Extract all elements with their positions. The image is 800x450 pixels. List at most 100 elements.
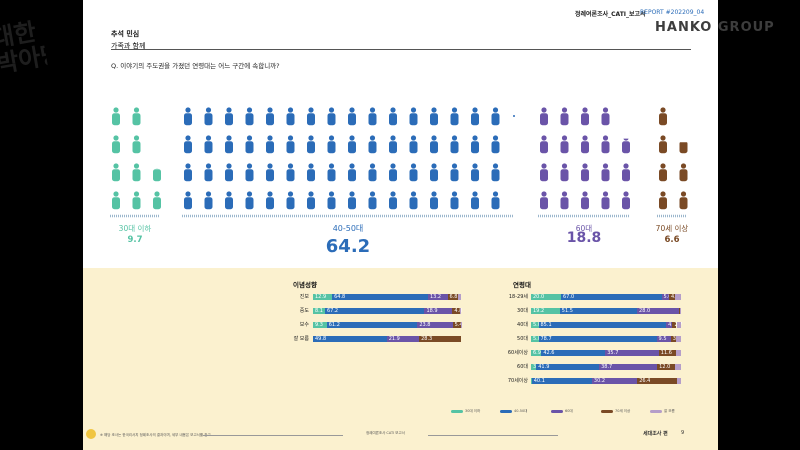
bar-segment: 11.6 xyxy=(658,350,677,356)
person-icon xyxy=(389,191,397,210)
person-icon xyxy=(409,135,418,154)
bar-value-label: 21.9 xyxy=(388,336,400,342)
person-icon xyxy=(132,107,141,126)
bar-row-label: 중도 xyxy=(299,308,309,314)
footer-right-title: 세대조사 편 xyxy=(643,431,668,437)
bar-segment: 30.2 xyxy=(591,378,638,384)
group-value: 9.7 xyxy=(127,235,142,245)
person-icon xyxy=(286,135,295,154)
bar-row-label: 보수 xyxy=(299,322,309,328)
group-label: 30대 이하 xyxy=(119,223,152,233)
footer-rule-right xyxy=(428,435,558,436)
bar-value-label: 5.4 xyxy=(454,322,463,328)
bar-value-label: 28.0 xyxy=(639,308,651,314)
bar-segment: 38.7 xyxy=(599,364,658,370)
person-icon xyxy=(659,163,667,182)
person-icon xyxy=(307,191,315,210)
bar-segment xyxy=(679,308,681,314)
footer-rule-left xyxy=(203,435,343,436)
bar-segment: 67.2 xyxy=(324,308,425,314)
bar-segment: 42.6 xyxy=(541,350,606,356)
legend-label: 40-50대 xyxy=(514,409,528,413)
bar-row-label: 잘 모름 xyxy=(293,336,309,342)
report-code: REPORT #202209_04 xyxy=(640,9,705,16)
bar-value-label: 41.9 xyxy=(538,364,550,370)
bar-segment: 4.0 xyxy=(669,294,679,300)
bar-segment xyxy=(676,350,681,356)
bar-segment: 5.4 xyxy=(452,322,463,328)
person-icon xyxy=(132,135,141,154)
group-label: 40-50대 xyxy=(333,224,364,233)
bar-value-label: 78.7 xyxy=(540,336,552,342)
person-icon xyxy=(286,107,295,126)
bar-segment: 19.2 xyxy=(531,308,560,314)
person-icon xyxy=(491,163,500,182)
person-icon xyxy=(581,191,589,210)
legend-label: 잘 모름 xyxy=(664,409,675,413)
person-icon xyxy=(225,163,233,182)
bar-value-label: 19.2 xyxy=(533,308,545,314)
bar-segment xyxy=(675,336,681,342)
person-icon xyxy=(286,191,295,210)
bar-segment: 78.7 xyxy=(538,336,657,342)
person-icon xyxy=(132,163,141,182)
brand-logo-left-mark: 대한 박아당 xyxy=(0,18,65,79)
bar-value-label: 12.9 xyxy=(315,294,327,300)
title-divider xyxy=(111,49,691,50)
question-text: Q. 이야기의 주도권을 가졌던 연령대는 어느 구간에 속합니까? xyxy=(111,62,280,70)
bar-segment: 85.1 xyxy=(538,322,667,328)
person-icon xyxy=(471,191,479,210)
person-icon xyxy=(348,107,356,126)
bar-row-label: 60세이상 xyxy=(507,350,528,356)
person-icon xyxy=(204,191,213,210)
legend-swatch xyxy=(451,410,463,413)
person-icon xyxy=(225,191,233,210)
bar-value-label: 9.5 xyxy=(658,336,667,342)
report-name: 정례여론조사_CATI_보고서 xyxy=(575,11,646,18)
bar-segment: 4.8 xyxy=(452,308,462,314)
person-icon xyxy=(184,107,192,126)
person-icon xyxy=(540,191,548,210)
bar-segment: 6.9 xyxy=(531,350,542,356)
person-icon xyxy=(327,191,336,210)
person-icon xyxy=(450,107,459,126)
person-icon xyxy=(540,163,548,182)
person-icon xyxy=(184,191,192,210)
person-icon xyxy=(622,138,630,154)
sun-icon xyxy=(86,429,96,439)
person-icon xyxy=(581,163,589,182)
person-icon xyxy=(112,191,120,210)
person-icon xyxy=(266,107,274,126)
person-icon xyxy=(307,163,315,182)
person-icon xyxy=(225,107,233,126)
bar-segment: 61.2 xyxy=(326,322,418,328)
bar-segment: 23.8 xyxy=(417,322,453,328)
bar-segment xyxy=(676,322,681,328)
bar-segment: 41.9 xyxy=(536,364,600,370)
person-icon xyxy=(560,135,569,154)
person-icon xyxy=(245,135,254,154)
bar-segment: 5.0 xyxy=(531,336,541,342)
bar-value-label: 23.8 xyxy=(419,322,431,328)
report-page: 정례여론조사_CATI_보고서 REPORT #202209_04 추석 민심 … xyxy=(83,0,718,450)
person-icon xyxy=(581,135,589,154)
brand-logo-left: 대한 박아당 xyxy=(0,11,65,86)
bar-value-label: 64.8 xyxy=(334,294,346,300)
bar-value-label: 8.1 xyxy=(315,308,323,314)
brand-logo-right: HANKO GROUP xyxy=(655,20,775,35)
person-icon xyxy=(581,107,589,126)
person-icon xyxy=(491,135,500,154)
person-icon xyxy=(112,107,120,126)
person-icon xyxy=(204,135,213,154)
bar-value-label: 35.7 xyxy=(607,350,619,356)
bar-segment: 4.2 xyxy=(666,322,676,328)
bar-value-label: 40.1 xyxy=(533,378,545,384)
person-icon xyxy=(471,135,479,154)
bar-segment: 6.8 xyxy=(447,294,458,300)
person-icon xyxy=(225,135,233,154)
age-chart-title: 연령대 xyxy=(513,281,531,289)
footer-center: 정례여론조사 CATI 보고서 xyxy=(366,431,405,435)
person-icon xyxy=(622,191,630,210)
person-icon xyxy=(112,135,120,154)
